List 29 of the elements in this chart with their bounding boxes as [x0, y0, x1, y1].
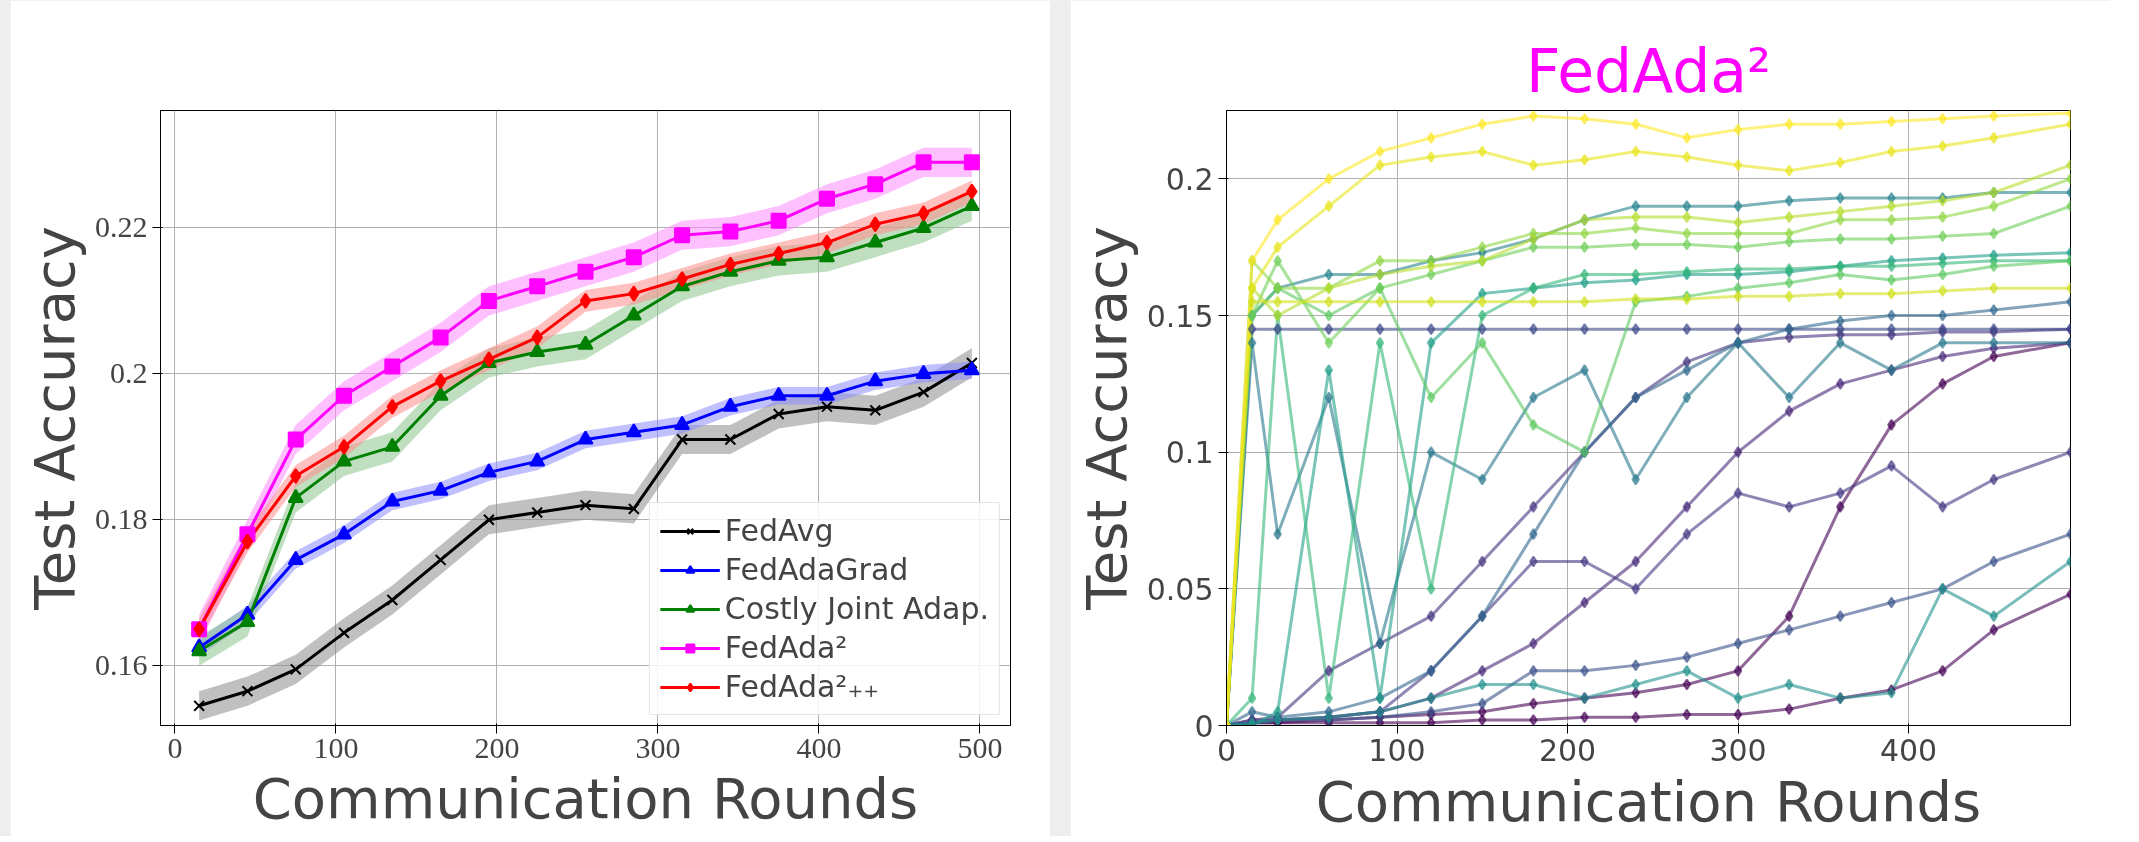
x-tick-label: 300	[635, 730, 681, 764]
y-tick-label: 0.18	[95, 502, 148, 536]
legend-label: FedAdaGrad	[724, 552, 909, 587]
y-tick-label: 0.2	[110, 356, 148, 390]
x-tick-label: 200	[1538, 732, 1597, 768]
y-tick-label: 0.16	[95, 648, 148, 682]
x-tick-label: 0	[167, 730, 183, 764]
legend-label: FedAda²	[724, 630, 848, 665]
x-tick-label: 400	[1879, 732, 1938, 768]
y-tick-label: 0.2	[1165, 161, 1214, 197]
x-tick-label: 200	[474, 730, 520, 764]
y-tick-label: 0.1	[1165, 435, 1214, 471]
x-tick-label: 100	[1368, 732, 1426, 768]
y-axis-title: Test Accuracy	[22, 226, 87, 611]
chart-title: FedAda²	[1525, 35, 1772, 106]
x-tick-label: 0	[1216, 732, 1237, 768]
y-tick-label: 0.05	[1146, 571, 1214, 607]
y-tick-label: 0.15	[1146, 298, 1214, 334]
x-tick-label: 100	[313, 730, 359, 764]
x-tick-label: 500	[957, 730, 1003, 764]
x-axis-title: Communication Rounds	[252, 765, 919, 831]
x-tick-label: 400	[796, 730, 842, 764]
y-tick-label: 0.22	[95, 210, 148, 244]
legend-label: FedAda²₊₊	[724, 669, 880, 704]
x-axis-title: Communication Rounds	[1315, 768, 1982, 834]
legend-label: FedAvg	[724, 513, 834, 548]
y-axis-title: Test Accuracy	[1073, 226, 1139, 611]
legend-label: Costly Joint Adap.	[724, 591, 989, 626]
x-tick-label: 300	[1709, 732, 1767, 768]
